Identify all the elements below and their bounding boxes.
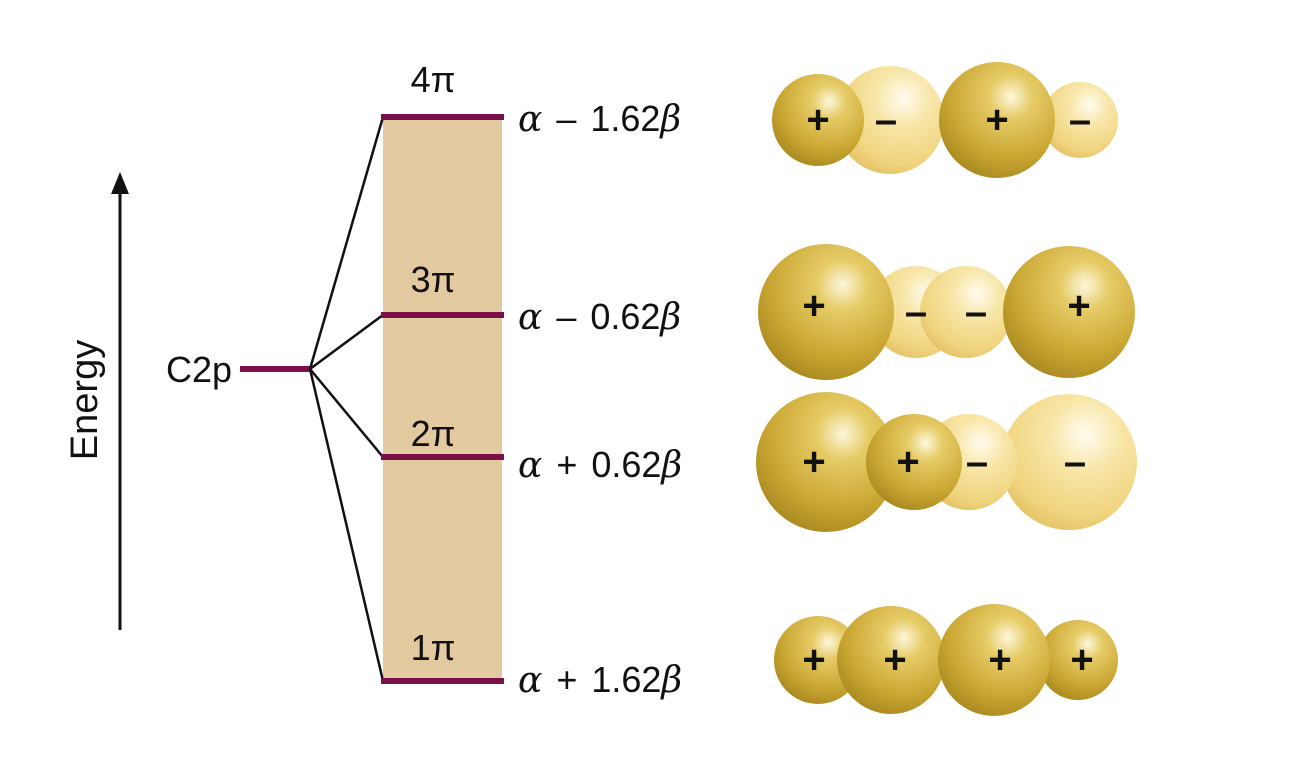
orbital-picture-3pi: + – – +: [758, 244, 1135, 380]
lobe-phase-sign: +: [896, 440, 919, 484]
correlation-line-4pi: [308, 116, 385, 370]
orbital-lobe-light: [836, 66, 944, 174]
orbital-lobe-dark: [1003, 246, 1135, 378]
mo-energy-1pi: α +1.62β: [518, 659, 682, 701]
beta-symbol: β: [658, 297, 681, 338]
mo-level-4pi: 4π α –1.62β: [381, 59, 681, 140]
orbital-picture-1pi: + + + +: [774, 604, 1118, 716]
lobe-phase-sign: +: [1070, 638, 1093, 682]
lobe-phase-sign: –: [966, 440, 988, 484]
orbital-lobe-light: [1001, 394, 1137, 530]
orbital-lobe-dark: [1038, 620, 1118, 700]
lobe-phase-sign: +: [988, 638, 1011, 682]
orbital-lobe-dark: [837, 606, 945, 714]
orbital-lobe-dark: [774, 616, 862, 704]
orbital-lobe-dark: [758, 244, 894, 380]
energy-coefficient: 1.62: [591, 659, 661, 700]
lobe-phase-sign: +: [802, 440, 825, 484]
alpha-symbol: α: [518, 297, 542, 338]
orbital-lobe-dark: [938, 604, 1050, 716]
energy-operator: +: [556, 659, 577, 700]
lobe-phase-sign: –: [965, 290, 987, 334]
mo-level-1pi: 1π α +1.62β: [381, 627, 682, 701]
orbital-lobe-dark: [939, 62, 1055, 178]
energy-axis-arrowhead: [111, 172, 129, 194]
energy-coefficient: 0.62: [590, 296, 660, 337]
lobe-phase-sign: +: [802, 284, 825, 328]
orbital-lobe-light: [1042, 82, 1118, 158]
lobe-phase-sign: +: [802, 638, 825, 682]
energy-axis-label: Energy: [64, 340, 106, 460]
lobe-phase-sign: +: [883, 638, 906, 682]
beta-symbol: β: [658, 99, 681, 140]
orbital-picture-2pi: + + – –: [756, 392, 1137, 532]
correlation-lines: [308, 116, 385, 682]
lobe-phase-sign: –: [875, 98, 897, 142]
energy-operator: –: [556, 296, 576, 337]
energy-operator: +: [556, 444, 577, 485]
energy-coefficient: 1.62: [590, 98, 660, 139]
mo-level-label-1pi: 1π: [411, 627, 456, 668]
atomic-level: C2p: [166, 349, 310, 390]
energy-axis: Energy: [64, 172, 129, 630]
mo-energy-4pi: α –1.62β: [518, 98, 681, 140]
orbital-lobe-dark: [756, 392, 896, 532]
mo-energy-3pi: α –0.62β: [518, 296, 681, 338]
lobe-phase-sign: +: [806, 98, 829, 142]
mo-level-label-4pi: 4π: [411, 59, 456, 100]
mo-level-2pi: 2π α +0.62β: [381, 413, 682, 486]
lobe-phase-sign: +: [985, 98, 1008, 142]
lobe-phase-sign: –: [905, 290, 927, 334]
orbital-lobe-pictures: + – + –+ – – ++ + – –+ + + +: [756, 62, 1137, 716]
orbital-lobe-light: [920, 266, 1012, 358]
alpha-symbol: α: [518, 99, 542, 140]
lobe-phase-sign: +: [1067, 284, 1090, 328]
mo-level-3pi: 3π α –0.62β: [381, 259, 681, 338]
energy-operator: –: [556, 98, 576, 139]
orbital-lobe-dark: [866, 414, 962, 510]
beta-symbol: β: [659, 660, 682, 701]
energy-coefficient: 0.62: [591, 444, 661, 485]
beta-symbol: β: [659, 445, 682, 486]
mo-energy-2pi: α +0.62β: [518, 444, 682, 486]
orbital-lobe-dark: [772, 74, 864, 166]
correlation-line-3pi: [309, 313, 384, 371]
correlation-line-2pi: [309, 368, 384, 458]
lobe-phase-sign: –: [1064, 440, 1086, 484]
lobe-phase-sign: –: [1069, 98, 1091, 142]
correlation-line-1pi: [308, 368, 385, 682]
orbital-picture-4pi: + – + –: [772, 62, 1118, 178]
atomic-level-label: C2p: [166, 349, 232, 390]
alpha-symbol: α: [518, 445, 542, 486]
mo-level-label-2pi: 2π: [411, 413, 456, 454]
mo-level-label-3pi: 3π: [411, 259, 456, 300]
pi-band: [383, 117, 502, 681]
alpha-symbol: α: [518, 660, 542, 701]
